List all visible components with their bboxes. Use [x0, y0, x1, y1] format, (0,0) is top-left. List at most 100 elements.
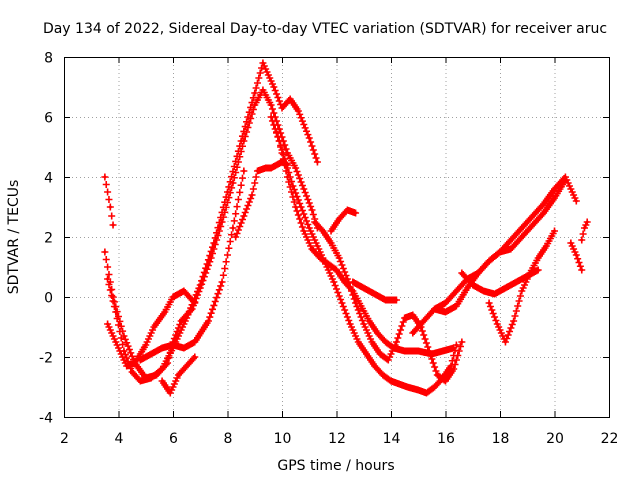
data-point [149, 352, 153, 356]
scatter-markers [101, 173, 117, 229]
data-point [427, 349, 431, 353]
data-point [106, 277, 110, 281]
data-point [405, 385, 409, 389]
x-tick-label: 16 [437, 431, 455, 447]
data-point [394, 298, 398, 302]
data-point [220, 280, 224, 284]
data-point [585, 220, 589, 224]
data-point [574, 253, 578, 257]
data-point [152, 325, 156, 329]
data-point [261, 61, 265, 65]
series-track-11 [327, 206, 360, 235]
series-track-17 [567, 239, 586, 274]
data-point [553, 229, 556, 233]
data-point [433, 385, 437, 389]
data-point [553, 187, 556, 191]
data-point [580, 238, 584, 242]
data-point [324, 262, 328, 266]
data-point [272, 85, 276, 89]
data-point [582, 226, 586, 230]
data-point [264, 166, 268, 170]
data-point [280, 106, 284, 110]
data-point [310, 208, 314, 212]
data-point [416, 388, 420, 392]
data-point [133, 361, 137, 365]
data-point [231, 226, 235, 230]
series-track-3 [104, 59, 321, 385]
data-point [144, 343, 148, 347]
x-tick-label: 4 [115, 431, 124, 447]
y-tick-label: 8 [44, 51, 53, 67]
data-point [531, 214, 535, 218]
data-point [296, 109, 300, 113]
data-point [394, 340, 398, 344]
data-point [378, 352, 382, 356]
data-point [261, 88, 265, 92]
data-point [291, 184, 295, 188]
data-point [362, 286, 366, 290]
y-tick-label: -4 [39, 411, 53, 427]
data-point [307, 226, 311, 230]
data-point [536, 268, 540, 272]
series-track-4 [104, 287, 199, 370]
data-point [493, 292, 497, 296]
data-point [348, 322, 352, 326]
data-point [193, 340, 197, 344]
data-point [302, 187, 306, 191]
data-point [160, 367, 164, 371]
data-point [313, 220, 317, 224]
data-point [386, 358, 390, 362]
data-point [569, 241, 573, 245]
y-tick-label: 0 [44, 291, 53, 307]
data-point [495, 322, 499, 326]
data-point [373, 364, 377, 368]
series-track-7 [232, 158, 291, 241]
data-point [403, 316, 407, 320]
data-point [375, 331, 379, 335]
y-tick-label: 6 [44, 111, 53, 127]
x-tick-label: 12 [328, 431, 346, 447]
data-point [482, 289, 486, 293]
data-point [337, 217, 341, 221]
data-point [424, 391, 428, 395]
data-point [114, 340, 118, 344]
data-point [520, 289, 524, 293]
data-point [509, 247, 513, 251]
data-point [444, 379, 447, 383]
data-point [176, 373, 180, 377]
data-point [250, 193, 254, 197]
data-point [299, 205, 303, 209]
data-point [234, 235, 238, 239]
data-point [160, 346, 164, 350]
data-point [242, 214, 246, 218]
series-track-5 [136, 167, 248, 364]
data-point [114, 310, 118, 314]
data-point [384, 340, 388, 344]
data-point [269, 115, 273, 119]
data-point [111, 223, 115, 227]
data-point [302, 229, 306, 233]
data-point [193, 355, 197, 359]
data-point [185, 364, 189, 368]
scatter-markers [104, 59, 321, 385]
data-point [171, 295, 175, 299]
data-point [441, 349, 445, 353]
data-point [332, 280, 336, 284]
data-point [206, 319, 210, 323]
data-point [520, 235, 524, 239]
grid-lines [64, 57, 609, 417]
data-point [294, 205, 298, 209]
data-point [536, 256, 540, 260]
data-point [310, 247, 314, 251]
data-point [370, 340, 374, 344]
data-point [465, 286, 469, 290]
data-point [542, 202, 546, 206]
x-tick-label: 2 [60, 431, 69, 447]
chart-title: Day 134 of 2022, Sidereal Day-to-day VTE… [43, 21, 607, 37]
data-point [103, 175, 107, 179]
data-point [315, 244, 319, 248]
series-track-18 [578, 218, 591, 244]
x-tick-label: 18 [492, 431, 510, 447]
data-point [520, 226, 524, 230]
